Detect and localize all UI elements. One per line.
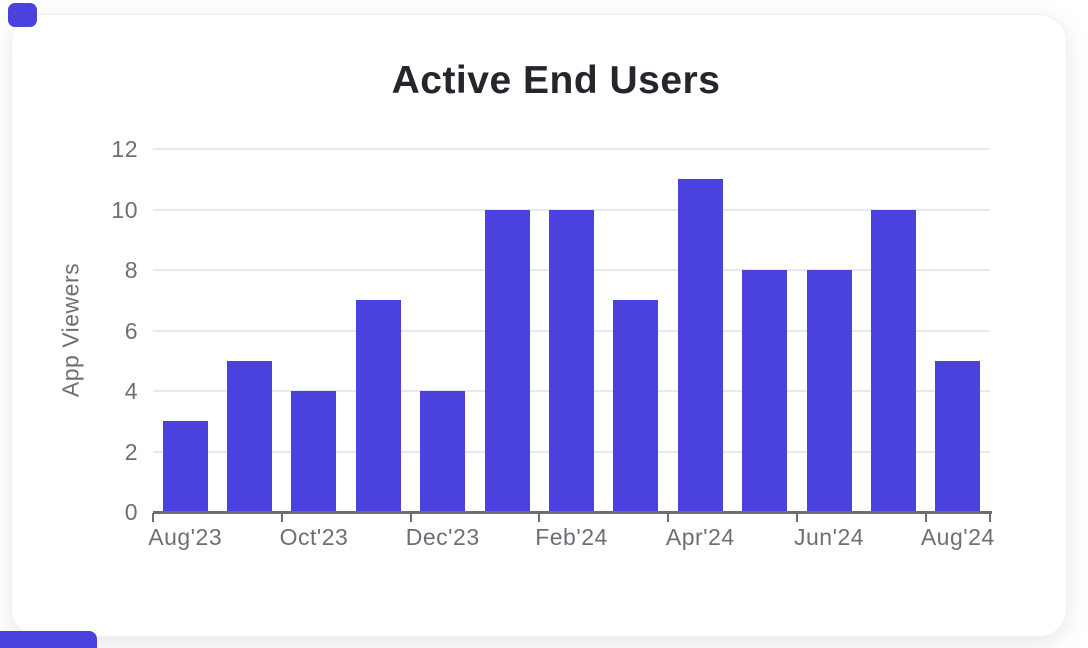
y-axis-title: App Viewers [57,262,84,398]
x-tick-mark [924,513,927,522]
x-tick-label: Dec'23 [405,524,480,550]
chart-bar[interactable] [806,270,852,512]
x-tick-label: Jun'24 [794,524,865,550]
chart-bar[interactable] [742,270,788,512]
chart-bar[interactable] [162,421,208,512]
chart-card: Active End Users 0 2 4 6 8 10 12 Aug'23 Oct'23 D… [11,14,1067,637]
x-tick-label: Apr'24 [665,524,735,550]
x-tick-label: Oct'23 [279,524,349,550]
chart-bar[interactable] [355,300,401,512]
x-tick-label: Aug'24 [920,524,995,550]
y-tick-label: 12 [111,136,138,162]
x-tick-label: Aug'23 [148,524,223,550]
y-tick-label: 4 [124,378,138,404]
chart-bar[interactable] [227,360,273,512]
y-tick-label: 2 [124,438,138,465]
x-axis-line [153,511,992,514]
x-tick-label: Feb'24 [535,524,608,550]
y-tick-label: 6 [124,317,138,344]
x-tick-mark [538,513,541,522]
chart-bar[interactable] [549,209,594,512]
x-tick-mark [667,513,670,522]
chart-bar[interactable] [870,209,916,512]
x-tick-mark [152,513,154,522]
chart-title: Active End Users [391,59,721,102]
y-tick-label: 10 [111,196,138,223]
bar-chart-plot-area[interactable]: 0 2 4 6 8 10 12 Aug'23 Oct'23 Dec'23 Feb'24 Apr'24… [12,15,1088,648]
chart-bar[interactable] [291,391,337,512]
x-tick-mark [795,513,798,522]
y-tick-label: 8 [124,257,138,283]
chart-bar[interactable] [484,209,530,512]
x-tick-mark [409,513,412,522]
top-left-widget-fragment [8,3,37,27]
chart-bar[interactable] [935,360,981,512]
bottom-left-widget-fragment[interactable] [0,631,97,648]
chart-bar[interactable] [677,179,723,512]
x-tick-mark [280,513,283,522]
chart-bar[interactable] [613,300,659,512]
x-tick-mark [989,513,991,522]
chart-bar[interactable] [420,391,466,512]
y-tick-label: 0 [124,499,138,525]
gridline [153,148,990,150]
